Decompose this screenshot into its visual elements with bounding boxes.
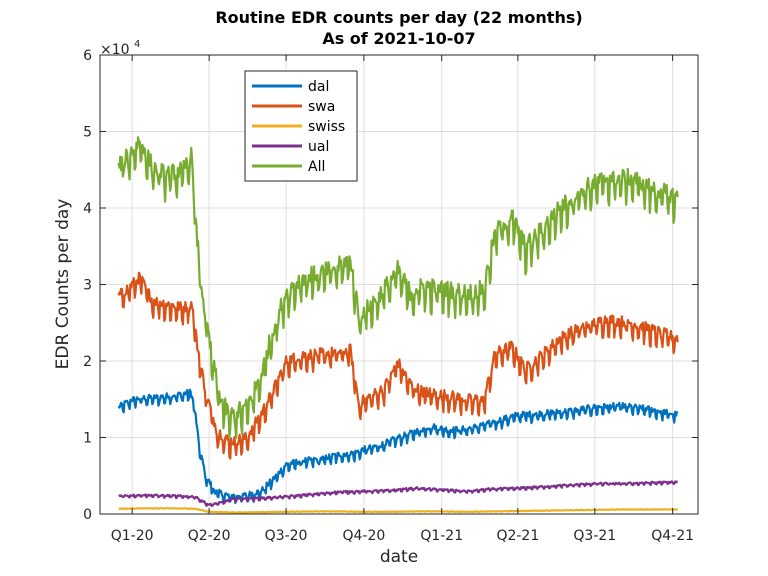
series-line-swa xyxy=(117,271,679,460)
y-axis-label: EDR Counts per day xyxy=(53,199,73,370)
legend-label-swa: swa xyxy=(308,99,335,115)
x-tick-label: Q3-21 xyxy=(573,528,616,544)
series-line-all xyxy=(117,136,679,440)
x-tick-label: Q3-20 xyxy=(265,528,308,544)
y-multiplier-base: ×10 xyxy=(100,42,130,58)
x-tick-label: Q1-20 xyxy=(111,528,154,544)
y-tick-label: 4 xyxy=(83,201,92,217)
chart-title: Routine EDR counts per day (22 months) xyxy=(215,8,582,27)
y-tick-label: 6 xyxy=(83,48,92,64)
y-multiplier-exponent: 4 xyxy=(134,39,140,50)
svg-text:×10 4: ×10 4 xyxy=(100,39,140,58)
legend-label-swiss: swiss xyxy=(308,119,345,135)
legend: dal swa swiss ual All xyxy=(244,70,358,182)
series-line-swiss xyxy=(118,507,678,514)
series-lines xyxy=(117,136,679,514)
legend-label-dal: dal xyxy=(308,79,329,95)
x-tick-label: Q1-21 xyxy=(420,528,463,544)
series-line-ual xyxy=(118,480,678,508)
chart-subtitle: As of 2021-10-07 xyxy=(322,29,475,48)
y-tick-label: 3 xyxy=(83,278,92,294)
y-tick-label: 0 xyxy=(83,507,92,523)
y-multiplier: ×10 4 xyxy=(100,39,140,58)
y-tick-label: 5 xyxy=(83,125,92,141)
axis-ticks: Q1-20 Q2-20 Q3-20 Q4-20 Q1-21 Q2-21 Q3-21 Q4-21… xyxy=(83,48,698,544)
legend-label-ual: ual xyxy=(308,139,329,155)
x-axis-label: date xyxy=(380,547,418,567)
x-tick-label: Q2-21 xyxy=(496,528,539,544)
x-tick-label: Q2-20 xyxy=(188,528,231,544)
y-tick-label: 2 xyxy=(83,354,92,370)
x-tick-label: Q4-20 xyxy=(342,528,385,544)
series-line-dal xyxy=(117,388,679,505)
legend-label-all: All xyxy=(308,159,325,175)
y-tick-label: 1 xyxy=(83,431,92,447)
x-tick-label: Q4-21 xyxy=(651,528,694,544)
